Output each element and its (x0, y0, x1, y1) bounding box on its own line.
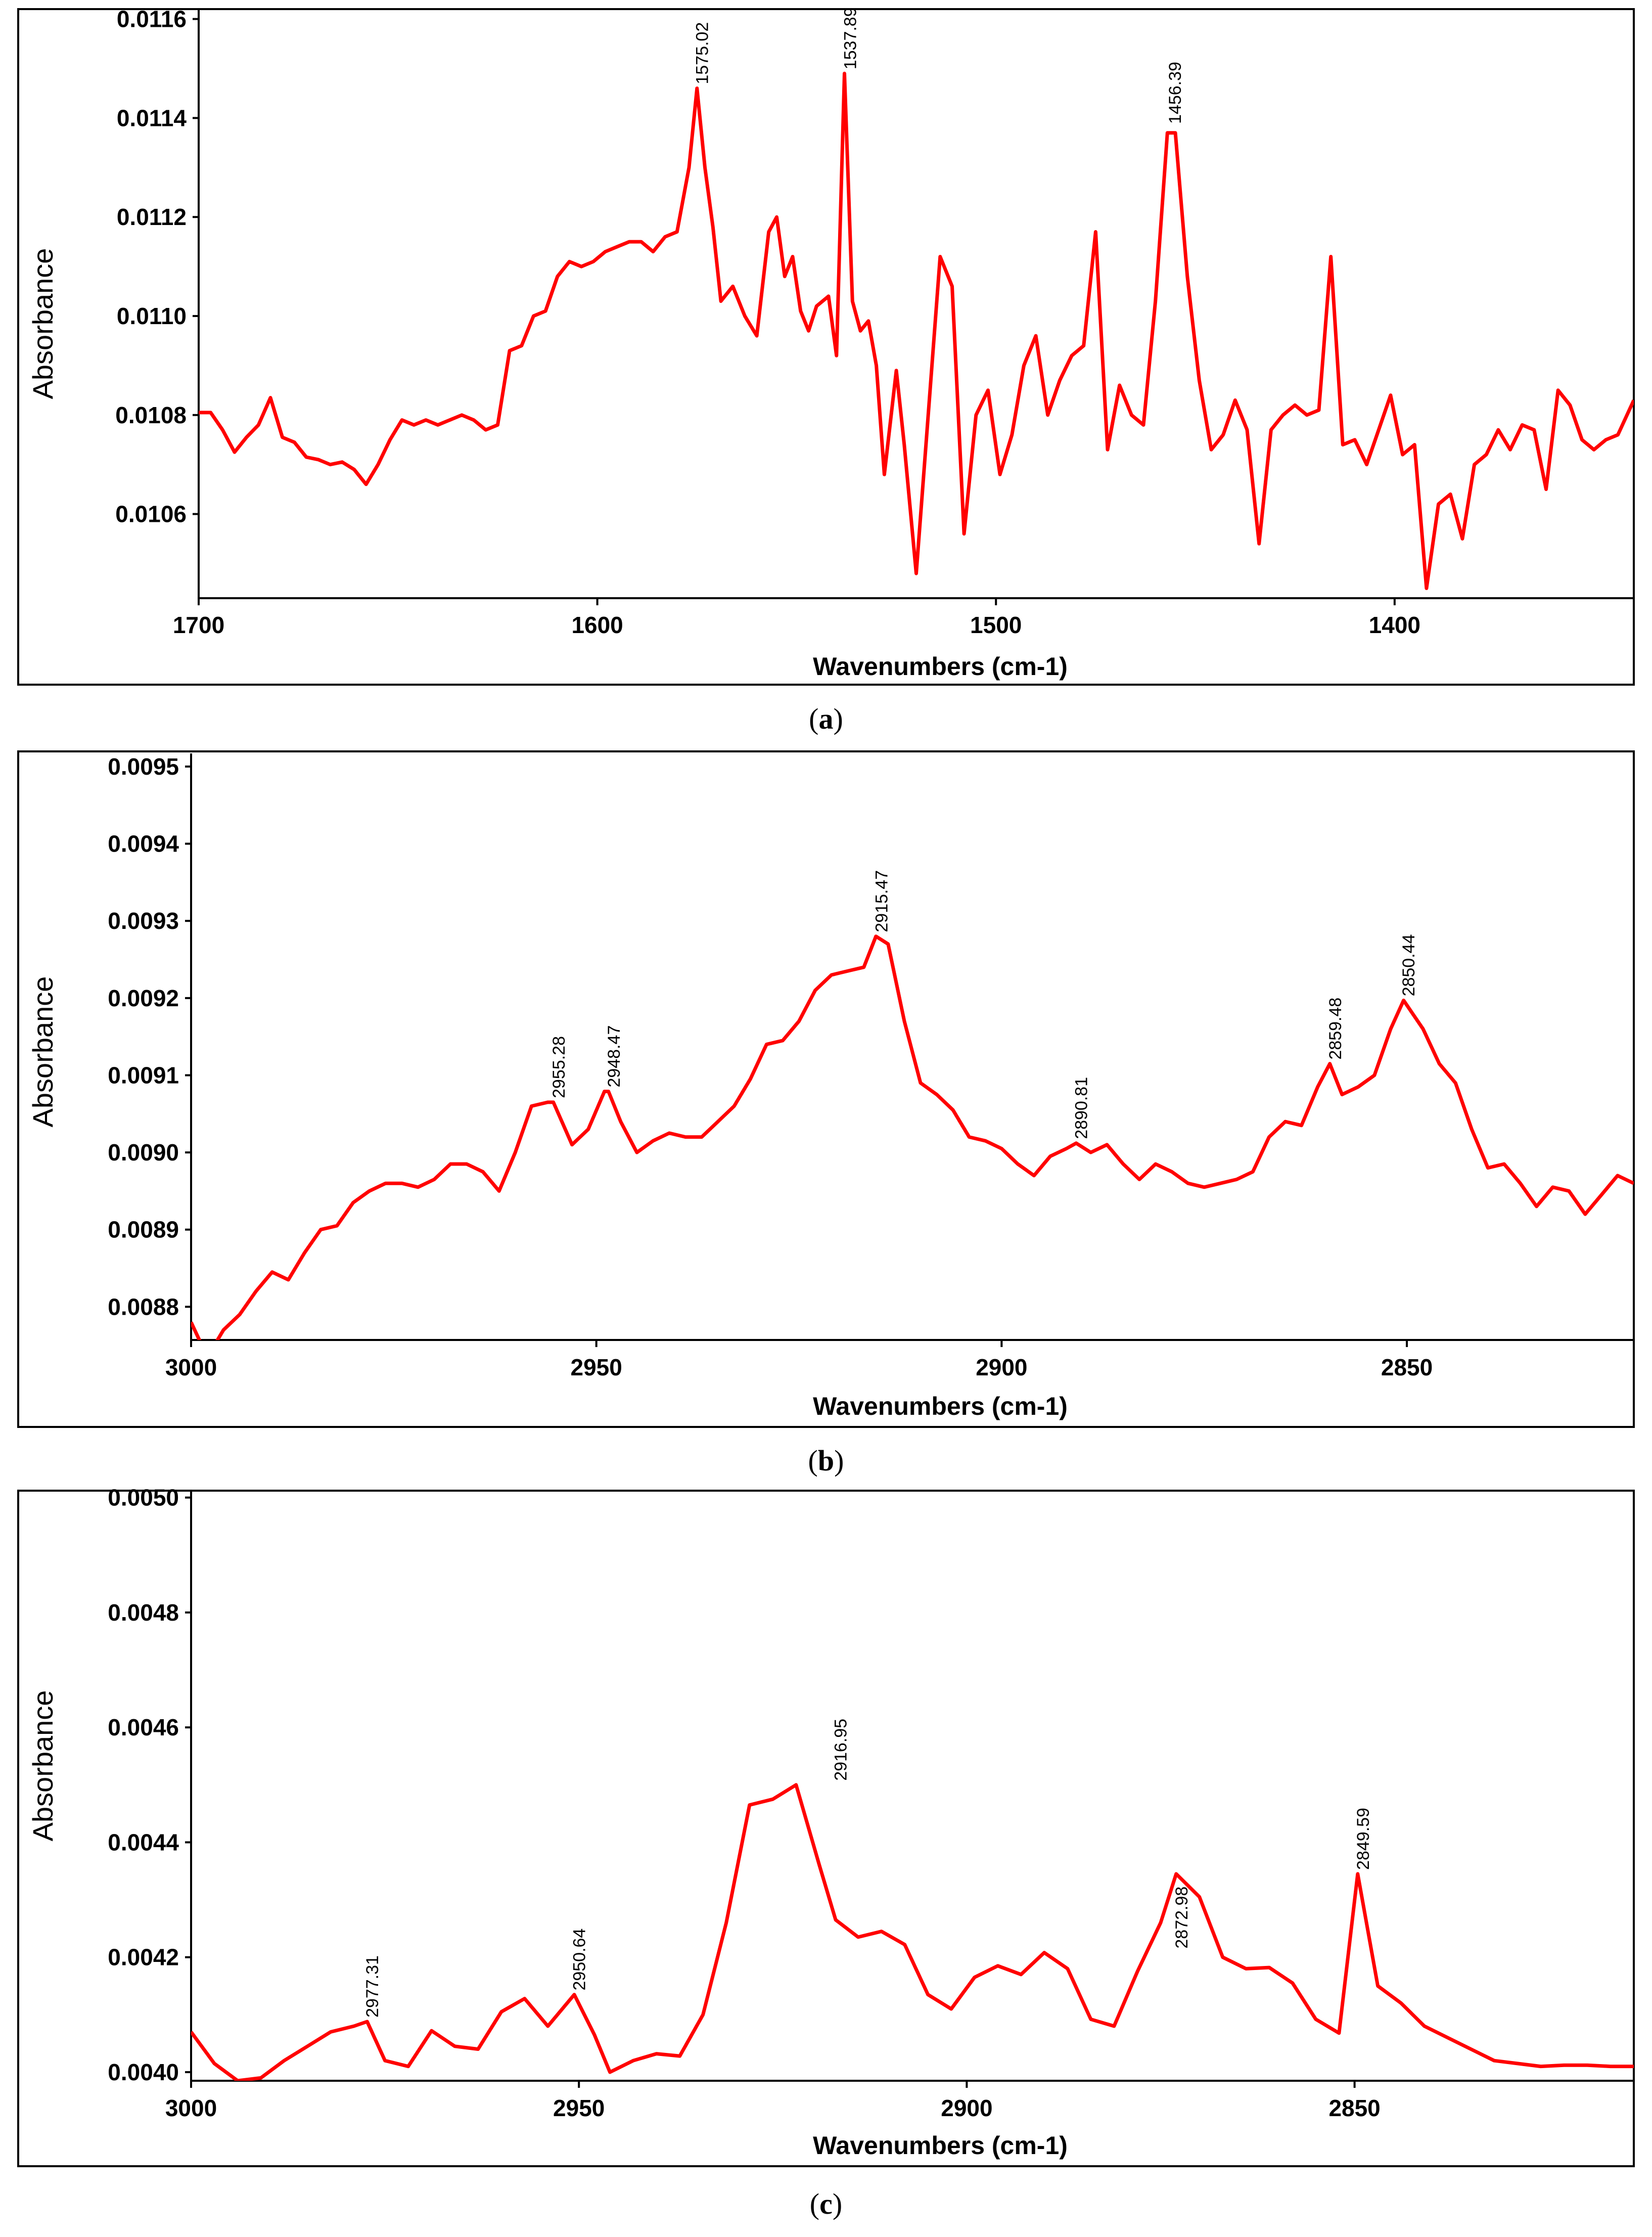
x-tick-label: 2950 (553, 2095, 605, 2121)
y-tick-label: 0.0110 (117, 303, 187, 329)
peak-label: 2849.59 (1354, 1808, 1373, 1870)
y-tick-label: 0.0114 (117, 105, 187, 131)
y-tick-label: 0.0050 (108, 1485, 179, 1511)
plot-area-b: 0.0088 0.0089 0.0090 0.0091 0.0092 0.0093 0.00… (108, 753, 1634, 1380)
x-tick-label: 2900 (941, 2095, 992, 2121)
x-tick-label: 1600 (571, 612, 623, 638)
y-tick-label: 0.0042 (108, 1944, 179, 1971)
y-tick-label: 0.0048 (108, 1599, 179, 1626)
x-tick-label: 1500 (970, 612, 1022, 638)
y-tick-label: 0.0092 (108, 985, 179, 1011)
y-tick-label: 0.0040 (108, 2059, 179, 2085)
caption-a: (a) (809, 702, 843, 735)
y-axis-title-c: Absorbance (27, 1690, 59, 1842)
peak-label: 2948.47 (605, 1025, 624, 1088)
y-tick-label: 0.0091 (108, 1062, 179, 1088)
y-axis-title-b: Absorbance (27, 976, 59, 1128)
chart-panel-a: 0.0106 0.0108 0.0110 0.0112 0.0114 0.0116 1700… (17, 6, 1635, 686)
peak-label: 2916.95 (831, 1719, 850, 1781)
peak-label: 1575.02 (693, 22, 712, 84)
y-tick-label: 0.0093 (108, 908, 179, 934)
x-tick-label: 1400 (1369, 612, 1420, 638)
y-tick-label: 0.0112 (117, 204, 187, 230)
plot-area-c: 0.0040 0.0042 0.0044 0.0046 0.0048 0.0050 3000… (108, 1485, 1634, 2121)
y-tick-label: 0.0116 (117, 6, 187, 32)
x-tick-label: 1700 (173, 612, 224, 638)
chart-panel-c: 0.0040 0.0042 0.0044 0.0046 0.0048 0.0050 3000… (17, 1485, 1635, 2167)
y-tick-label: 0.0106 (115, 501, 187, 527)
x-axis-title-c: Wavenumbers (cm-1) (813, 2131, 1068, 2160)
peak-label: 2859.48 (1326, 998, 1345, 1060)
chart-frame-a (17, 8, 1635, 686)
y-tick-label: 0.0088 (108, 1293, 179, 1320)
x-tick-label: 2950 (571, 1354, 622, 1380)
caption-b: (b) (808, 1444, 844, 1477)
y-tick-label: 0.0090 (108, 1139, 179, 1166)
x-tick-label: 3000 (165, 2095, 217, 2121)
peak-label: 2977.31 (363, 1955, 382, 2018)
x-tick-label: 2900 (976, 1354, 1027, 1380)
y-tick-label: 0.0095 (108, 753, 179, 780)
y-tick-label: 0.0094 (108, 831, 179, 857)
peak-label: 1456.39 (1166, 62, 1185, 124)
peak-label: 2955.28 (549, 1036, 569, 1098)
y-axis-title-a: Absorbance (27, 248, 59, 399)
y-tick-label: 0.0046 (108, 1714, 179, 1740)
peak-label: 2915.47 (872, 870, 891, 932)
caption-c: (c) (809, 2187, 843, 2220)
y-tick-label: 0.0044 (108, 1829, 179, 1855)
peak-label: 2850.44 (1399, 934, 1418, 997)
y-tick-label: 0.0089 (108, 1217, 179, 1243)
peak-label: 2872.98 (1172, 1887, 1191, 1949)
spectrum-line (191, 1783, 1634, 2081)
peak-label: 1537.89 (841, 7, 860, 69)
y-tick-label: 0.0108 (115, 402, 187, 428)
x-axis-title-b: Wavenumbers (cm-1) (813, 1392, 1068, 1420)
peak-label: 2890.81 (1072, 1077, 1091, 1139)
plot-area-a: 0.0106 0.0108 0.0110 0.0112 0.0114 0.0116 1700… (115, 6, 1634, 638)
peak-label: 2950.64 (570, 1929, 589, 1991)
chart-frame-b (17, 750, 1635, 1428)
x-axis-title-a: Wavenumbers (cm-1) (813, 652, 1068, 681)
x-tick-label: 2850 (1328, 2095, 1380, 2121)
x-tick-label: 2850 (1381, 1354, 1433, 1380)
chart-frame-c (17, 1490, 1635, 2167)
spectrum-line (199, 71, 1634, 590)
x-tick-label: 3000 (165, 1354, 217, 1380)
spectrum-line (191, 934, 1634, 1340)
chart-panel-b: 0.0088 0.0089 0.0090 0.0091 0.0092 0.0093 0.00… (17, 750, 1635, 1428)
